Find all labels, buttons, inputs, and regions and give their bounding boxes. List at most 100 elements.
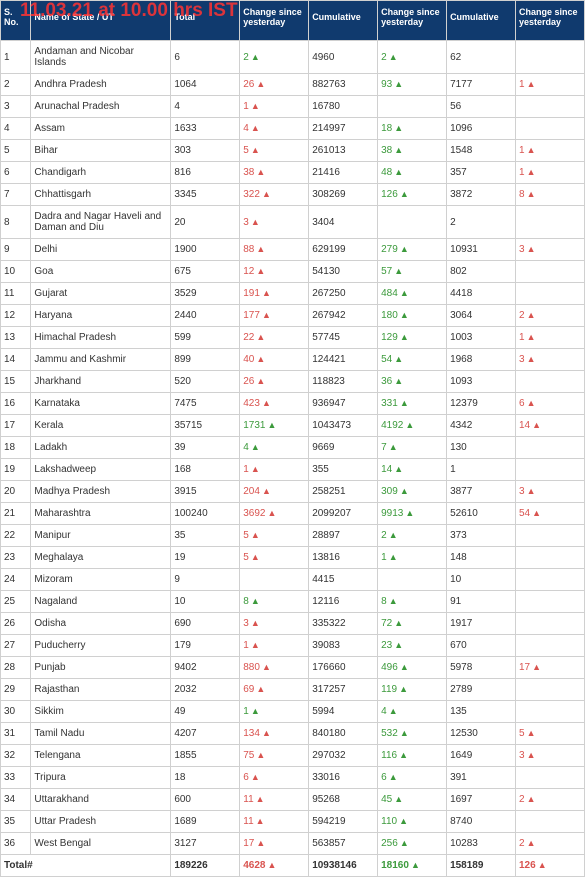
cell-chg1: 6▲: [240, 767, 309, 789]
cell-chg2: 54▲: [378, 349, 447, 371]
cell-cum1: 317257: [309, 679, 378, 701]
arrow-down-icon: ▲: [389, 706, 398, 716]
cell-chg3: [516, 591, 585, 613]
cell-total: 675: [171, 261, 240, 283]
cell-chg3: [516, 767, 585, 789]
table-header-row: S. No. Name of State / UT Total Change s…: [1, 1, 585, 41]
cell-sno: 16: [1, 393, 31, 415]
cell-total: 1900: [171, 239, 240, 261]
arrow-down-icon: ▲: [400, 398, 409, 408]
cell-chg2: 18▲: [378, 118, 447, 140]
cell-total: 3915: [171, 481, 240, 503]
cell-cum1: 13816: [309, 547, 378, 569]
cell-name: Haryana: [31, 305, 171, 327]
cell-name: Nagaland: [31, 591, 171, 613]
arrow-down-icon: ▲: [400, 728, 409, 738]
arrow-up-icon: ▲: [262, 189, 271, 199]
table-row: 32Telengana185575▲297032116▲16493▲: [1, 745, 585, 767]
table-row: 35Uttar Pradesh168911▲594219110▲8740: [1, 811, 585, 833]
col-cum2: Cumulative: [447, 1, 516, 41]
arrow-down-icon: ▲: [400, 662, 409, 672]
cell-cum2: 1093: [447, 371, 516, 393]
arrow-up-icon: ▲: [256, 79, 265, 89]
table-row: 36West Bengal312717▲563857256▲102832▲: [1, 833, 585, 855]
cell-total: 20: [171, 206, 240, 239]
cell-cum1: 28897: [309, 525, 378, 547]
cell-total: 2440: [171, 305, 240, 327]
cell-cum2: 7177: [447, 74, 516, 96]
cell-sno: 10: [1, 261, 31, 283]
col-sno: S. No.: [1, 1, 31, 41]
cell-name: Uttar Pradesh: [31, 811, 171, 833]
cell-sno: 25: [1, 591, 31, 613]
cell-chg2: [378, 569, 447, 591]
arrow-up-icon: ▲: [251, 464, 260, 474]
arrow-up-icon: ▲: [527, 189, 536, 199]
arrow-down-icon: ▲: [394, 794, 403, 804]
cell-chg2: 45▲: [378, 789, 447, 811]
cell-sno: 9: [1, 239, 31, 261]
cell-cum1: 297032: [309, 745, 378, 767]
cell-chg1: 12▲: [240, 261, 309, 283]
cell-cum1: 355: [309, 459, 378, 481]
arrow-down-icon: ▲: [251, 52, 260, 62]
arrow-up-icon: ▲: [256, 376, 265, 386]
cell-sno: 14: [1, 349, 31, 371]
cell-cum1: 9669: [309, 437, 378, 459]
cell-chg3: [516, 283, 585, 305]
cell-chg2: 110▲: [378, 811, 447, 833]
cell-cum2: 1649: [447, 745, 516, 767]
cell-cum1: 882763: [309, 74, 378, 96]
cell-chg3: 6▲: [516, 393, 585, 415]
table-row: 1Andaman and Nicobar Islands62▲49602▲62: [1, 41, 585, 74]
cell-chg3: 54▲: [516, 503, 585, 525]
table-row: 29Rajasthan203269▲317257119▲2789: [1, 679, 585, 701]
cell-total: 9402: [171, 657, 240, 679]
arrow-up-icon: ▲: [256, 684, 265, 694]
cell-cum2: 1003: [447, 327, 516, 349]
cell-chg3: [516, 41, 585, 74]
cell-chg2: [378, 206, 447, 239]
cell-cum1: 5994: [309, 701, 378, 723]
cell-cum1: 335322: [309, 613, 378, 635]
cell-chg3: [516, 459, 585, 481]
cell-chg3: 3▲: [516, 349, 585, 371]
cell-cum1: 33016: [309, 767, 378, 789]
arrow-down-icon: ▲: [399, 750, 408, 760]
cell-sno: 8: [1, 206, 31, 239]
cell-sno: 27: [1, 635, 31, 657]
cell-chg1: 880▲: [240, 657, 309, 679]
cell-chg3: [516, 811, 585, 833]
cell-cum2: 1096: [447, 118, 516, 140]
arrow-up-icon: ▲: [527, 310, 536, 320]
cell-chg3: 1▲: [516, 162, 585, 184]
cell-total: 19: [171, 547, 240, 569]
cell-cum1: 54130: [309, 261, 378, 283]
cell-cum1: 176660: [309, 657, 378, 679]
total-label: Total#: [1, 855, 171, 877]
total-chg2: 18160▲: [378, 855, 447, 877]
table-row: 5Bihar3035▲26101338▲15481▲: [1, 140, 585, 162]
arrow-up-icon: ▲: [527, 750, 536, 760]
total-cum1: 10938146: [309, 855, 378, 877]
cell-cum2: 8740: [447, 811, 516, 833]
cell-chg2: 496▲: [378, 657, 447, 679]
arrow-up-icon: ▲: [251, 772, 260, 782]
cell-name: Goa: [31, 261, 171, 283]
cell-total: 49: [171, 701, 240, 723]
cell-chg3: 5▲: [516, 723, 585, 745]
cell-chg2: 279▲: [378, 239, 447, 261]
arrow-up-icon: ▲: [532, 508, 541, 518]
cell-chg1: 3▲: [240, 613, 309, 635]
cell-total: 1689: [171, 811, 240, 833]
arrow-down-icon: ▲: [400, 244, 409, 254]
cell-total: 6: [171, 41, 240, 74]
cell-chg2: 93▲: [378, 74, 447, 96]
cell-name: Ladakh: [31, 437, 171, 459]
cell-chg3: 8▲: [516, 184, 585, 206]
cell-chg3: [516, 569, 585, 591]
arrow-down-icon: ▲: [400, 288, 409, 298]
cell-chg3: 2▲: [516, 789, 585, 811]
cell-chg1: 2▲: [240, 41, 309, 74]
arrow-up-icon: ▲: [527, 332, 536, 342]
